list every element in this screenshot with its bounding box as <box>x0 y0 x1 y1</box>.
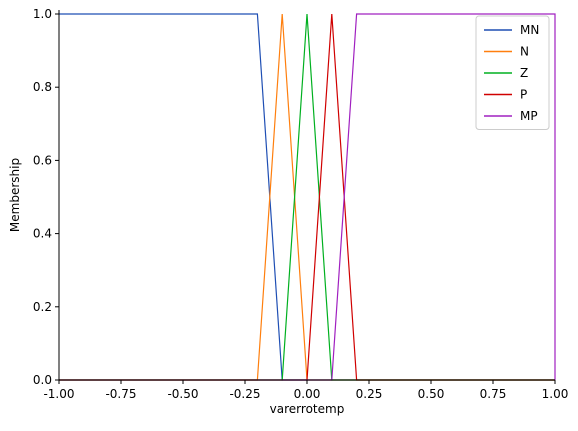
legend-label-z: Z <box>520 66 528 80</box>
y-tick-label: 1.0 <box>33 7 52 21</box>
x-axis-label: varerrotemp <box>270 402 345 416</box>
legend-label-n: N <box>520 45 529 59</box>
y-tick-label: 0.2 <box>33 300 52 314</box>
x-tick-label: -0.25 <box>229 387 260 401</box>
x-tick-label: 0.00 <box>294 387 321 401</box>
y-tick-label: 0.0 <box>33 373 52 387</box>
legend: MN NZP MP <box>475 15 550 130</box>
x-tick-label: -0.75 <box>105 387 136 401</box>
x-tick-label: -1.00 <box>43 387 74 401</box>
legend-label-p: P <box>520 88 527 102</box>
y-tick-label: 0.8 <box>33 80 52 94</box>
x-tick-label: 1.00 <box>542 387 569 401</box>
x-tick-label: 0.25 <box>356 387 383 401</box>
x-tick-label: -0.50 <box>167 387 198 401</box>
y-axis-label: Membership <box>8 158 22 232</box>
x-ticks: -1.00 -0.75 -0.50 -0.25 0.00 0.25 0.50 0.75 1.00 <box>43 380 568 401</box>
legend-label-mn: MN <box>520 23 539 37</box>
y-tick-label: 0.6 <box>33 153 52 167</box>
x-tick-label: 0.50 <box>418 387 445 401</box>
y-tick-label: 0.4 <box>33 227 52 241</box>
y-ticks: 0.0 0.2 0.4 0.6 0.8 1.0 <box>33 7 59 387</box>
legend-box <box>475 15 550 130</box>
legend-label-mp: MP <box>520 109 538 123</box>
x-tick-label: 0.75 <box>480 387 507 401</box>
